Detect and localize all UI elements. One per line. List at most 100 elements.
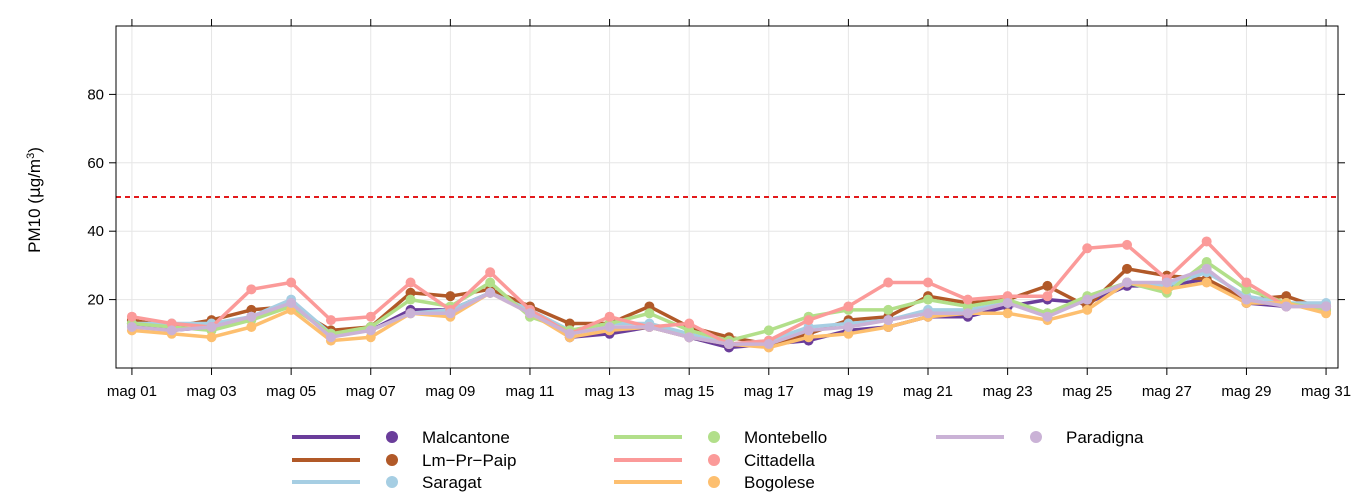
plot-frame: [115, 25, 1339, 369]
legend-item: Cittadella: [614, 451, 815, 470]
data-point: [365, 332, 376, 343]
data-point: [166, 318, 177, 329]
data-point: [485, 277, 496, 288]
data-point: [803, 325, 814, 336]
data-point: [126, 311, 137, 322]
data-point: [405, 277, 416, 288]
y-tick-label: 80: [87, 86, 104, 103]
data-point: [883, 304, 894, 315]
data-point: [684, 318, 695, 329]
legend-item: Malcantone: [292, 428, 510, 447]
data-point: [1241, 294, 1252, 305]
data-point: [843, 321, 854, 332]
data-point: [644, 321, 655, 332]
y-axis-label-pre: PM10 (: [25, 198, 44, 253]
data-point: [923, 308, 934, 319]
data-point: [684, 332, 695, 343]
x-tick-label: mag 03: [187, 383, 237, 400]
data-point: [763, 325, 774, 336]
data-point: [564, 328, 575, 339]
data-point: [485, 267, 496, 278]
data-point: [923, 294, 934, 305]
data-point: [604, 321, 615, 332]
data-point: [246, 304, 257, 315]
data-point: [1241, 277, 1252, 288]
data-point: [1002, 291, 1013, 302]
data-point: [803, 315, 814, 326]
data-point: [644, 308, 655, 319]
x-tick-label: mag 15: [664, 383, 714, 400]
data-point: [1082, 243, 1093, 254]
data-point: [1122, 239, 1133, 250]
series-paradigna: [126, 263, 1332, 350]
data-point: [1201, 263, 1212, 274]
y-tick-label: 60: [87, 155, 104, 172]
data-point: [1122, 263, 1133, 274]
data-point: [962, 301, 973, 312]
data-point: [246, 321, 257, 332]
legend-point-swatch: [386, 476, 398, 488]
data-point: [405, 308, 416, 319]
x-tick-label: mag 31: [1301, 383, 1351, 400]
x-tick-label: mag 23: [983, 383, 1033, 400]
data-point: [843, 301, 854, 312]
y-axis-label: PM10 (μg/m3): [25, 147, 45, 253]
legend-label: Bogolese: [744, 473, 815, 492]
legend: Malcantone Lm−Pr−Paip Saragat Montebello Cit…: [292, 428, 1144, 492]
data-point: [524, 308, 535, 319]
data-point: [1161, 277, 1172, 288]
x-tick-label: mag 21: [903, 383, 953, 400]
legend-item: Paradigna: [936, 428, 1144, 447]
data-point: [485, 287, 496, 298]
data-point: [1002, 298, 1013, 309]
legend-label: Saragat: [422, 473, 482, 492]
y-axis-label-mu: μ: [25, 187, 45, 198]
y-axis-label-sup: 3: [25, 153, 37, 159]
data-point: [1201, 277, 1212, 288]
data-point: [166, 325, 177, 336]
data-point: [962, 308, 973, 319]
data-point: [604, 311, 615, 322]
legend-label: Lm−Pr−Paip: [422, 451, 517, 470]
legend-point-swatch: [708, 454, 720, 466]
data-point: [1042, 280, 1053, 291]
data-point: [564, 318, 575, 329]
data-point: [684, 325, 695, 336]
data-point: [365, 325, 376, 336]
legend-point-swatch: [708, 431, 720, 443]
data-point: [405, 287, 416, 298]
data-point: [1002, 308, 1013, 319]
data-point: [325, 315, 336, 326]
legend-label: Paradigna: [1066, 428, 1144, 447]
data-point: [1321, 301, 1332, 312]
data-point: [445, 308, 456, 319]
axes: mag 01 mag 03 mag 05 mag 07 mag 09 mag 11 mag …: [87, 19, 1351, 400]
data-point: [1082, 304, 1093, 315]
y-tick-label: 40: [87, 223, 104, 240]
y-tick-label: 20: [87, 292, 104, 309]
data-point: [1042, 291, 1053, 302]
legend-label: Montebello: [744, 428, 827, 447]
data-point: [206, 332, 217, 343]
legend-item: Saragat: [292, 473, 482, 492]
legend-point-swatch: [708, 476, 720, 488]
x-tick-label: mag 01: [107, 383, 157, 400]
data-point: [1161, 284, 1172, 295]
data-point: [843, 328, 854, 339]
legend-point-swatch: [386, 431, 398, 443]
legend-label: Cittadella: [744, 451, 815, 470]
legend-point-swatch: [1030, 431, 1042, 443]
data-point: [286, 277, 297, 288]
data-point: [206, 321, 217, 332]
data-point: [883, 315, 894, 326]
y-axis-label-mid: g/m: [25, 159, 44, 187]
data-point: [1042, 311, 1053, 322]
data-point: [246, 284, 257, 295]
x-tick-label: mag 25: [1062, 383, 1112, 400]
x-tick-label: mag 09: [425, 383, 475, 400]
x-tick-label: mag 11: [506, 383, 555, 400]
data-point: [1281, 301, 1292, 312]
y-axis-label-post: ): [25, 147, 44, 153]
